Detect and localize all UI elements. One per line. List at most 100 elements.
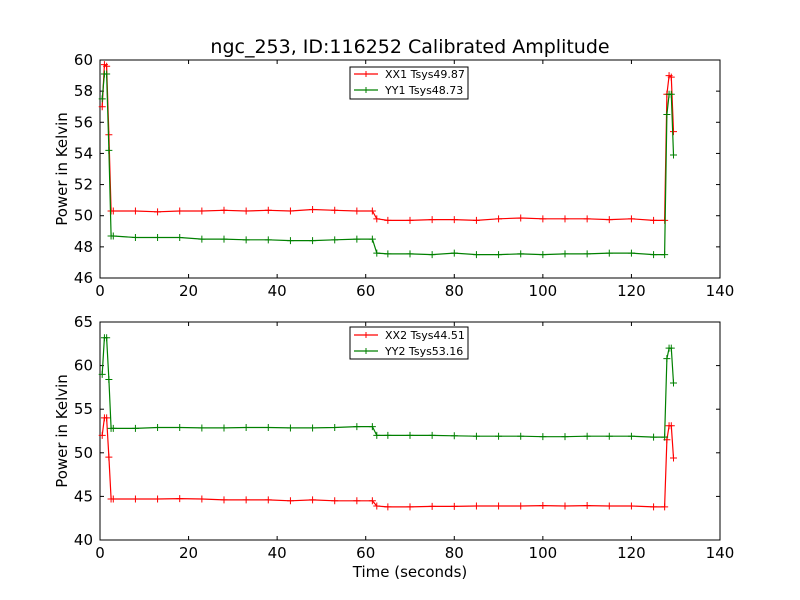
data-point-xx1 [670,128,677,136]
data-point-yy1 [154,234,162,242]
bottom-series-group [98,334,677,511]
top-y-tick-label: 46 [74,269,93,287]
bottom-legend-box [349,326,469,360]
data-point-xx2 [242,496,250,504]
data-point-xx1 [406,216,414,224]
data-point-xx2 [353,497,361,505]
data-point-yy1 [98,95,106,103]
bottom-x-tick-label: 120 [617,544,646,562]
data-point-yy1 [495,251,503,259]
data-point-yy1 [198,235,206,243]
data-point-xx2 [264,496,272,504]
data-point-xx1 [583,215,591,223]
data-point-yy2 [627,432,635,440]
data-point-xx2 [103,414,111,422]
data-point-yy2 [286,424,294,432]
bottom-x-tick-label: 80 [445,544,464,562]
data-point-xx2 [650,503,658,511]
data-point-xx2 [105,453,113,461]
data-point-yy1 [561,250,569,258]
top-x-tick-label: 60 [356,282,375,300]
data-point-xx2 [495,502,503,510]
data-point-yy2 [373,431,381,439]
data-point-xx1 [309,205,317,213]
data-point-xx1 [450,216,458,224]
data-point-yy2 [605,432,613,440]
bottom-y-tick-label: 40 [74,531,93,549]
data-point-xx2 [472,502,480,510]
top-y-tick-label: 48 [74,238,93,256]
data-point-xx1 [517,214,525,222]
data-point-xx1 [539,215,547,223]
data-point-xx2 [131,495,139,503]
legend-marker-yy1 [363,87,369,93]
data-point-yy1 [605,249,613,257]
data-point-xx1 [667,73,675,81]
data-point-yy2 [663,355,671,363]
bottom-panel: 0 20 40 60 80 100 120 140 40 45 50 55 60 65 Power in… [53,313,734,581]
data-point-xx2 [670,454,677,462]
data-point-yy1 [242,236,250,244]
data-point-xx1 [103,62,111,70]
legend-label-yy2: YY2 Tsys53.16 [384,345,463,358]
data-point-xx2 [627,502,635,510]
data-point-yy2 [198,424,206,432]
data-point-xx1 [627,215,635,223]
bottom-x-tick-label: 40 [268,544,287,562]
top-x-tick-label: 100 [529,282,558,300]
data-point-yy2 [384,431,392,439]
data-point-yy1 [650,251,658,259]
data-point-xx2 [368,497,376,505]
legend-label-yy1: YY1 Tsys48.73 [384,84,463,97]
data-point-xx1 [384,216,392,224]
data-point-yy2 [539,433,547,441]
data-point-yy1 [103,70,111,78]
data-point-xx1 [154,208,162,216]
data-point-xx2 [384,503,392,511]
top-x-tick-label: 40 [268,282,287,300]
bottom-y-tick-label: 55 [74,400,93,418]
data-point-yy2 [105,376,113,384]
bottom-y-tick-label: 65 [74,313,93,331]
data-point-yy1 [450,249,458,257]
data-point-yy2 [353,423,361,431]
bottom-y-tick-label: 60 [74,357,93,375]
top-x-tick-label: 20 [179,282,198,300]
top-x-tick-label: 0 [95,282,105,300]
top-x-tick-label: 80 [445,282,464,300]
bottom-x-tick-label: 20 [179,544,198,562]
top-panel: 0 20 40 60 80 100 120 140 46 48 50 52 54 56 58 60 Powe… [53,51,734,300]
data-point-yy2 [561,433,569,441]
bottom-x-tick-label: 60 [356,544,375,562]
bottom-x-tick-label: 140 [706,544,735,562]
data-point-xx2 [309,496,317,504]
data-point-yy2 [103,334,111,342]
legend-entry-xx2: XX2 Tsys44.51 [354,329,465,342]
data-point-yy2 [109,424,117,432]
data-point-yy1 [220,235,228,243]
data-point-xx2 [286,497,294,505]
chart-title: ngc_253, ID:116252 Calibrated Amplitude [210,36,609,58]
data-point-yy1 [109,232,117,240]
data-point-yy1 [667,90,675,98]
data-point-xx1 [198,207,206,215]
data-point-xx1 [373,215,381,223]
data-point-yy1 [373,249,381,257]
legend-label-xx1: XX1 Tsys49.87 [385,68,465,81]
top-x-tick-label: 140 [706,282,735,300]
top-x-axis: 0 20 40 60 80 100 120 140 [95,60,734,300]
bottom-legend: XX2 Tsys44.51 YY2 Tsys53.16 [349,326,469,360]
bottom-y-axis: 40 45 50 55 60 65 [74,313,720,549]
data-point-xx1 [561,215,569,223]
data-point-yy1 [331,236,339,244]
legend-marker-xx2 [363,332,369,338]
legend-marker-xx1 [363,71,369,77]
data-point-yy1 [309,237,317,245]
data-point-xx2 [605,502,613,510]
data-point-xx2 [561,502,569,510]
data-point-yy2 [472,432,480,440]
top-y-tick-label: 52 [74,176,93,194]
legend-entry-xx1: XX1 Tsys49.87 [354,68,465,81]
data-point-xx2 [373,502,381,510]
data-point-yy2 [670,379,677,387]
